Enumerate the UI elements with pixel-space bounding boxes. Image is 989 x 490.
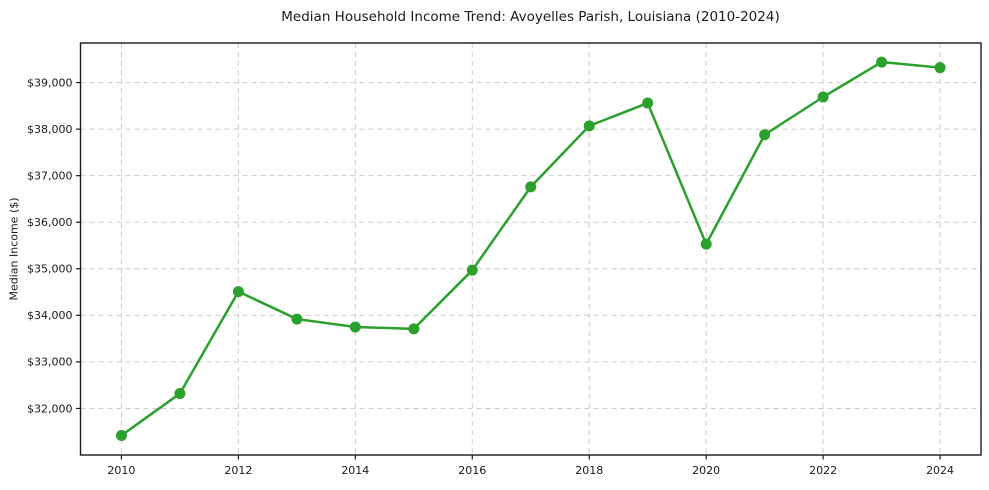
y-tick-label: $39,000 [27, 76, 73, 89]
data-point-2017 [525, 181, 537, 193]
data-point-2012 [232, 286, 244, 298]
data-point-2023 [876, 56, 888, 68]
x-tick-label: 2018 [575, 464, 603, 477]
chart-title: Median Household Income Trend: Avoyelles… [281, 9, 780, 25]
y-tick-label: $32,000 [27, 402, 73, 415]
y-tick-label: $36,000 [27, 216, 73, 229]
x-tick-label: 2010 [107, 464, 135, 477]
data-point-2016 [466, 264, 478, 276]
x-tick-label: 2016 [458, 464, 486, 477]
y-tick-label: $38,000 [27, 123, 73, 136]
x-tick-label: 2024 [926, 464, 954, 477]
x-tick-label: 2020 [692, 464, 720, 477]
x-tick-label: 2022 [809, 464, 837, 477]
income-trend-line [120, 60, 942, 437]
data-point-2010 [115, 429, 127, 441]
data-point-2020 [700, 238, 712, 250]
y-tick-label: $33,000 [27, 356, 73, 369]
y-tick-label: $35,000 [27, 263, 73, 276]
data-point-2014 [349, 321, 361, 333]
data-point-2011 [174, 388, 186, 400]
data-point-2024 [934, 62, 946, 74]
data-point-2022 [817, 91, 829, 103]
data-point-2015 [408, 323, 420, 335]
data-point-2013 [291, 313, 303, 325]
x-tick-label: 2014 [341, 464, 369, 477]
data-point-2018 [583, 120, 595, 132]
plot-border [79, 42, 982, 456]
data-point-2019 [642, 97, 654, 109]
y-tick-label: $34,000 [27, 309, 73, 322]
y-tick-label: $37,000 [27, 170, 73, 183]
data-point-2021 [759, 129, 771, 141]
x-tick-label: 2012 [224, 464, 252, 477]
